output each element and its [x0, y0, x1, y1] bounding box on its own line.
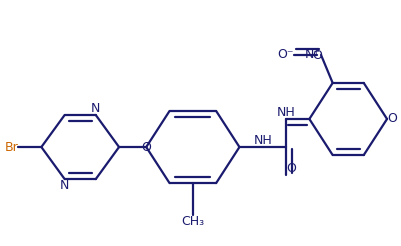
Text: N: N: [91, 102, 100, 115]
Text: O: O: [286, 162, 295, 175]
Text: O: O: [312, 49, 321, 62]
Text: N⁺: N⁺: [304, 48, 320, 61]
Text: NH: NH: [276, 106, 295, 119]
Text: CH₃: CH₃: [181, 215, 204, 228]
Text: N: N: [60, 179, 69, 192]
Text: Br: Br: [4, 140, 18, 154]
Text: O: O: [141, 140, 151, 154]
Text: O⁻: O⁻: [277, 48, 293, 61]
Text: O: O: [386, 112, 396, 125]
Text: NH: NH: [253, 134, 271, 147]
